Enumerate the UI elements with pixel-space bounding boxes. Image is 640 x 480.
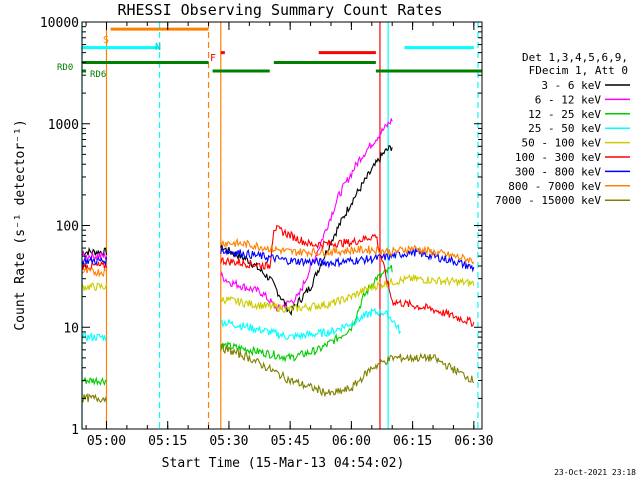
y-tick-label-1: 10 [63, 321, 79, 336]
series-line-8-seg-0 [81, 393, 108, 403]
series-line-8-seg-1 [220, 343, 475, 398]
x-tick-label-0: 05:00 [87, 434, 126, 449]
flag-labels: S N F RD0 RD6 [57, 35, 216, 80]
legend-label-1: 6 - 12 keV [535, 93, 602, 106]
flag-label-n: N [155, 42, 161, 53]
x-tick-label-2: 05:30 [209, 434, 248, 449]
legend-label-3: 25 - 50 keV [528, 122, 601, 135]
series-line-4-seg-1 [220, 274, 475, 314]
timestamp: 23-Oct-2021 23:18 [554, 468, 636, 477]
series-line-1-seg-1 [220, 118, 393, 312]
x-tick-label-1: 05:15 [148, 434, 187, 449]
flag-label-f: F [210, 53, 216, 64]
x-tick-label-6: 06:30 [454, 434, 493, 449]
series-line-7-seg-1 [220, 237, 475, 265]
legend-label-4: 50 - 100 keV [522, 137, 602, 150]
y-tick-label-4: 10000 [40, 16, 79, 31]
legend-label-8: 7000 - 15000 keV [495, 194, 601, 207]
chart-title: RHESSI Observing Summary Count Rates [117, 1, 442, 19]
series-line-5-seg-1 [220, 224, 475, 328]
flag-label-rd0: RD0 [57, 63, 73, 73]
axes: 05:00 05:15 05:30 05:45 06:00 06:15 06:30 1 10 10… [40, 16, 494, 449]
legend: Det 1,3,4,5,6,9, FDecim 1, Att 0 3 - 6 k… [495, 51, 630, 207]
y-tick-label-0: 1 [71, 423, 79, 438]
legend-label-6: 300 - 800 keV [515, 165, 601, 178]
x-tick-label-4: 06:00 [332, 434, 371, 449]
legend-label-2: 12 - 25 keV [528, 108, 601, 121]
x-tick-label-5: 06:15 [393, 434, 432, 449]
legend-label-0: 3 - 6 keV [541, 79, 601, 92]
legend-header-line-1: Det 1,3,4,5,6,9, [522, 51, 628, 64]
flag-label-s: S [103, 35, 109, 46]
series-line-7-seg-0 [81, 267, 107, 278]
flag-bars [82, 27, 482, 73]
y-tick-label-3: 1000 [48, 118, 79, 133]
series-line-6-seg-0 [81, 255, 108, 265]
legend-header-line-2: FDecim 1, Att 0 [529, 64, 628, 77]
series-line-3-seg-0 [81, 331, 107, 343]
series-line-3-seg-1 [220, 307, 401, 341]
series-lines [81, 118, 475, 403]
x-tick-label-3: 05:45 [271, 434, 310, 449]
x-axis-label: Start Time (15-Mar-13 04:54:02) [162, 456, 405, 471]
flag-label-rd6: RD6 [90, 70, 106, 80]
legend-label-5: 100 - 300 keV [515, 151, 601, 164]
series-line-2-seg-0 [81, 376, 107, 387]
series-line-0-seg-1 [220, 144, 393, 316]
legend-label-7: 800 - 7000 keV [508, 180, 601, 193]
series-line-4-seg-0 [81, 282, 108, 291]
y-tick-label-2: 100 [56, 220, 79, 235]
y-axis-label: Count Rate (s⁻¹ detector⁻¹) [13, 119, 28, 330]
